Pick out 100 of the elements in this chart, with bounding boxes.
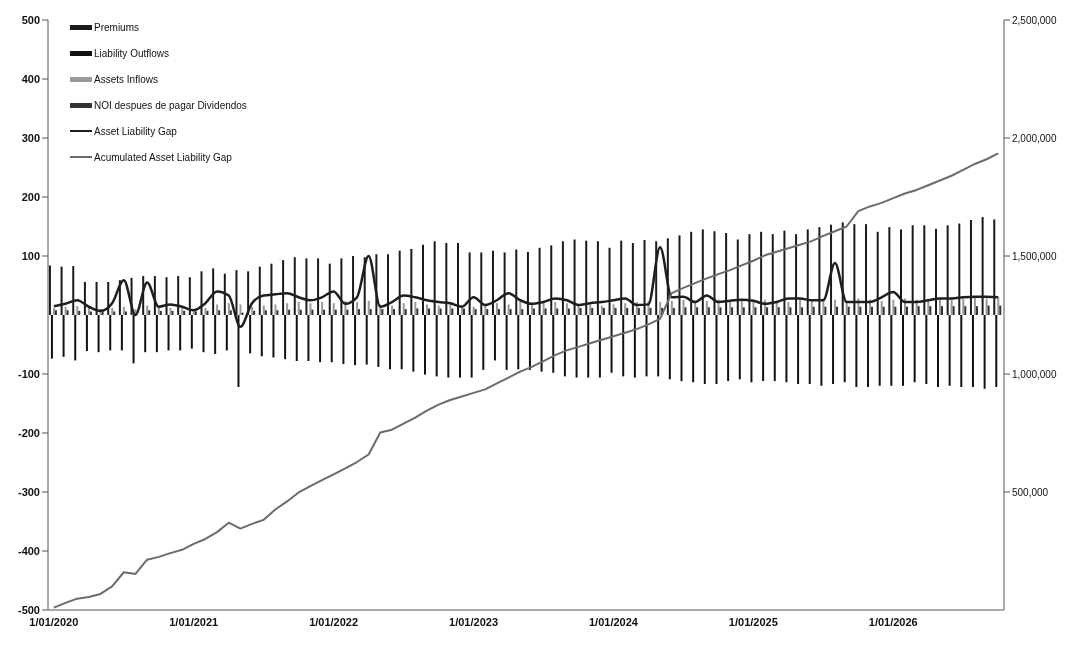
y-tick-label: -500 (17, 603, 40, 616)
bar (797, 315, 800, 385)
bar (367, 300, 370, 315)
bar (97, 315, 100, 353)
bar (622, 315, 625, 377)
bar (414, 302, 417, 315)
y-tick-label: -200 (17, 426, 40, 439)
y-tick-label: 500 (21, 13, 40, 26)
bar (637, 307, 640, 315)
bar (505, 315, 508, 370)
bar (144, 315, 147, 353)
y2-tick-label: 500,000 (1012, 486, 1049, 498)
bar (319, 315, 322, 363)
bar (468, 252, 471, 315)
bar (470, 315, 473, 378)
x-tick-label: 1/01/2021 (169, 615, 219, 628)
bar (554, 302, 557, 315)
bar (587, 315, 590, 378)
bar (239, 304, 242, 315)
bar (428, 308, 431, 315)
bar (836, 306, 839, 315)
bar (484, 305, 487, 315)
bar (188, 277, 191, 315)
bar (843, 315, 846, 383)
bar (237, 315, 240, 387)
bar (491, 250, 494, 315)
bar (216, 304, 219, 315)
bar (179, 315, 182, 351)
bar (276, 310, 279, 315)
bar (87, 307, 90, 315)
bar (948, 315, 951, 386)
bar (48, 265, 51, 315)
bar (426, 304, 429, 315)
bar (309, 303, 312, 315)
y2-tick-label: 1,000,000 (1012, 368, 1057, 380)
bar (670, 300, 673, 315)
bar (715, 315, 718, 385)
bar (148, 310, 151, 315)
bar (334, 309, 337, 315)
bar (480, 252, 483, 315)
bar (983, 315, 986, 389)
bar (295, 315, 298, 362)
bar (113, 311, 116, 315)
bar (882, 306, 885, 315)
bar (297, 302, 300, 315)
bar (369, 309, 372, 315)
bar (260, 315, 263, 357)
bar (672, 307, 675, 315)
bar (521, 309, 524, 315)
y2-tick-label: 2,000,000 (1012, 132, 1057, 144)
bar (906, 306, 909, 315)
bar (332, 303, 335, 315)
bar (834, 299, 837, 315)
bar (950, 299, 953, 315)
bar (50, 315, 53, 359)
bar (785, 315, 788, 383)
bar (750, 315, 753, 383)
x-tick-label: 1/01/2024 (588, 615, 639, 628)
bar (404, 309, 407, 315)
bar (227, 303, 230, 315)
bar (997, 297, 1000, 315)
bar (223, 273, 226, 315)
bar (272, 315, 275, 358)
bar (377, 315, 380, 367)
bar (387, 254, 390, 315)
bar (330, 315, 333, 363)
bar (867, 315, 870, 387)
bar (365, 315, 368, 365)
bar (358, 309, 361, 315)
bar (253, 310, 256, 315)
bar (847, 306, 850, 315)
x-tick-label: 1/01/2023 (449, 615, 499, 628)
bar (83, 281, 86, 315)
bar (398, 250, 401, 315)
bar (567, 308, 570, 315)
bar (696, 307, 699, 315)
legend-label: Asset Liability Gap (94, 125, 177, 137)
bar (288, 309, 291, 315)
bar (705, 300, 708, 315)
bar (493, 315, 496, 361)
bar (381, 309, 384, 315)
bar (458, 315, 461, 378)
bar (352, 256, 355, 315)
bar (832, 315, 835, 385)
bar (299, 309, 302, 315)
bar (354, 315, 357, 366)
bar (165, 277, 168, 315)
legend-label: Premiums (94, 21, 140, 33)
bar (503, 252, 506, 315)
bar (925, 315, 928, 385)
bar (212, 268, 215, 315)
bar (109, 315, 112, 351)
bar (66, 310, 69, 315)
bar (270, 263, 273, 315)
bar (393, 309, 396, 315)
x-tick-label: 1/01/2025 (728, 615, 778, 628)
bar (451, 308, 454, 315)
bar (435, 315, 438, 377)
bar (528, 315, 531, 370)
bar (225, 315, 228, 351)
